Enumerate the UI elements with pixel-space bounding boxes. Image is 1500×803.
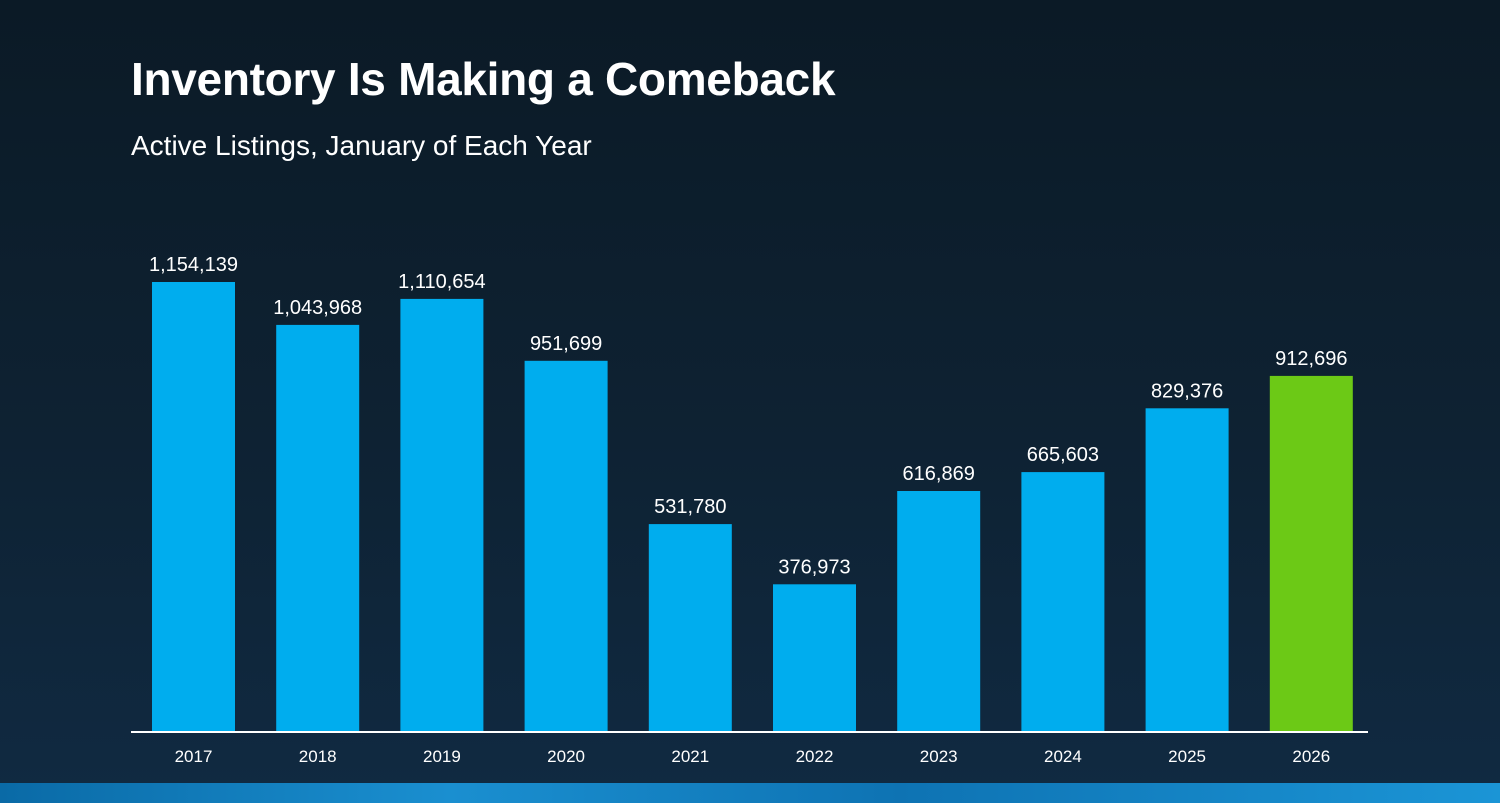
bar-2026 (1269, 375, 1353, 731)
x-tick-label-2021: 2021 (671, 747, 709, 766)
value-labels-layer: 1,154,139 1,043,968 1,110,654 951,699 531,78… (149, 254, 1347, 578)
bar-2023 (897, 491, 981, 731)
x-tick-label-2017: 2017 (175, 747, 213, 766)
bar-2020 (524, 360, 608, 731)
value-label-2023: 616,869 (903, 463, 975, 485)
value-label-2020: 951,699 (530, 333, 602, 355)
x-tick-label-2020: 2020 (547, 747, 585, 766)
bars-layer (152, 282, 1353, 731)
bar-2018 (276, 324, 360, 731)
bar-2024 (1021, 472, 1105, 731)
value-label-2017: 1,154,139 (149, 254, 238, 276)
value-label-2018: 1,043,968 (273, 297, 362, 319)
value-label-2025: 829,376 (1151, 380, 1223, 402)
value-label-2024: 665,603 (1027, 444, 1099, 466)
bar-2025 (1145, 408, 1229, 731)
bar-2019 (400, 298, 484, 731)
x-tick-label-2025: 2025 (1168, 747, 1206, 766)
bar-2021 (648, 524, 732, 731)
x-tick-label-2019: 2019 (423, 747, 461, 766)
footer-band (0, 783, 1500, 803)
chart-subtitle: Active Listings, January of Each Year (131, 130, 592, 161)
value-label-2022: 376,973 (778, 556, 850, 578)
x-tick-label-2024: 2024 (1044, 747, 1082, 766)
value-label-2021: 531,780 (654, 496, 726, 518)
x-tick-label-2023: 2023 (920, 747, 958, 766)
x-tick-labels-layer: 2017 2018 2019 2020 2021 2022 2023 2024 2025 2026 (175, 747, 1331, 766)
bar-2022 (773, 584, 856, 731)
x-tick-label-2022: 2022 (796, 747, 834, 766)
x-tick-label-2018: 2018 (299, 747, 337, 766)
value-label-2019: 1,110,654 (398, 271, 486, 293)
bar-2017 (152, 282, 235, 731)
value-label-2026: 912,696 (1275, 348, 1347, 370)
x-tick-label-2026: 2026 (1292, 747, 1330, 766)
chart-title: Inventory Is Making a Comeback (131, 53, 836, 105)
